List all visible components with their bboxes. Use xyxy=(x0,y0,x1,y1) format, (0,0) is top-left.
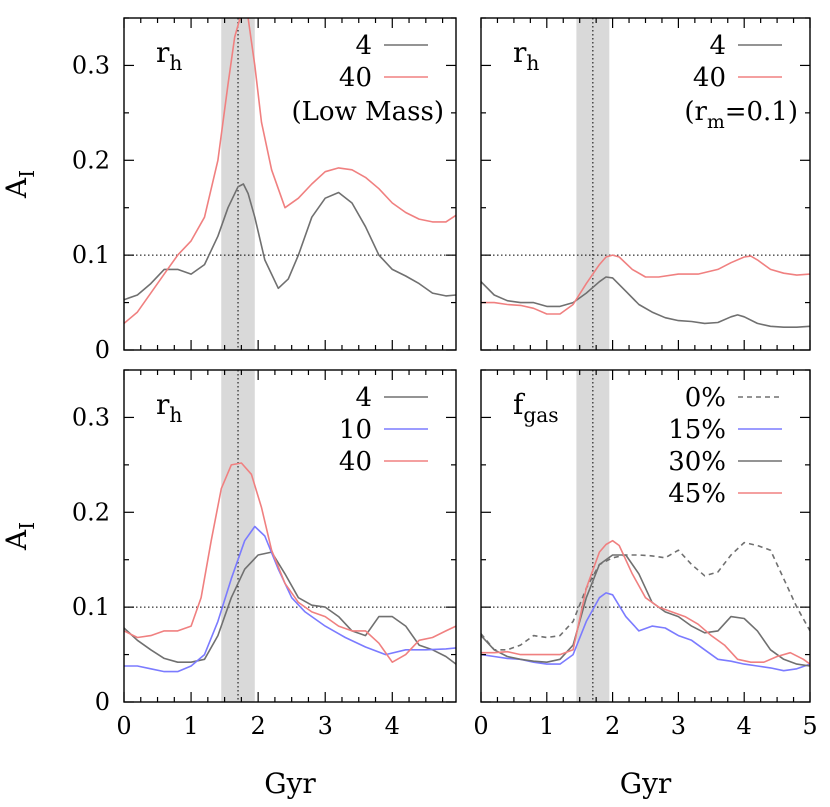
shaded-band xyxy=(576,370,610,702)
legend: 440 xyxy=(693,31,782,93)
panel-4: 0 1 2 3 4 5 Gyr fgas 0%15%30%45% xyxy=(473,369,818,800)
panel-label: fgas xyxy=(513,388,559,427)
panel-label: rh xyxy=(156,36,182,75)
panel-annotation: (Low Mass) xyxy=(291,97,444,127)
legend-label: 40 xyxy=(339,63,372,93)
series-line-40 xyxy=(481,254,810,315)
series-line-0pct xyxy=(481,541,810,651)
series-line-40 xyxy=(124,462,456,663)
series-line-10 xyxy=(124,525,456,673)
shaded-band xyxy=(221,18,255,350)
shaded-band xyxy=(221,370,255,702)
shaded-band xyxy=(576,18,610,350)
legend-label: 45% xyxy=(668,479,726,509)
x-tick-label: 1 xyxy=(539,712,554,740)
series-group xyxy=(481,254,810,328)
x-axis-title: Gyr xyxy=(264,767,316,800)
y-axis-title: AI xyxy=(0,522,39,551)
panel-annotation: (rm=0.1) xyxy=(684,97,798,133)
series-line-15pct xyxy=(481,592,810,672)
legend-label: 40 xyxy=(693,63,726,93)
series-group xyxy=(481,539,810,672)
series-line-40 xyxy=(124,18,456,325)
panel-2: rh 440 (rm=0.1) xyxy=(480,17,811,351)
legend-label: 15% xyxy=(668,415,726,445)
legend-label: 4 xyxy=(709,31,726,61)
panel-label: rh xyxy=(156,388,182,427)
x-tick-label: 1 xyxy=(183,712,198,740)
y-tick-label: 0.1 xyxy=(72,593,110,621)
series-group xyxy=(124,462,456,673)
y-axis-title: AI xyxy=(0,170,39,199)
x-axis-title: Gyr xyxy=(620,767,672,800)
y-tick-label: 0 xyxy=(95,688,110,716)
x-tick-label: 0 xyxy=(473,712,488,740)
legend-label: 40 xyxy=(339,447,372,477)
y-tick-label: 0.1 xyxy=(72,241,110,269)
y-tick-label: 0.2 xyxy=(72,146,110,174)
x-tick-label: 3 xyxy=(671,712,686,740)
series-line-4 xyxy=(481,276,810,328)
x-tick-label: 2 xyxy=(251,712,266,740)
legend: 440 xyxy=(339,31,428,93)
y-tick-label: 0.2 xyxy=(72,498,110,526)
panel-label: rh xyxy=(513,36,539,75)
y-tick-label: 0 xyxy=(95,336,110,364)
legend-label: 4 xyxy=(355,31,372,61)
legend-label: 10 xyxy=(339,415,372,445)
legend-label: 4 xyxy=(355,383,372,413)
x-tick-label: 4 xyxy=(737,712,752,740)
x-tick-label: 5 xyxy=(802,712,817,740)
x-tick-label: 4 xyxy=(385,712,400,740)
plot-frame xyxy=(123,369,457,703)
legend-label: 30% xyxy=(668,447,726,477)
x-tick-label: 0 xyxy=(116,712,131,740)
y-tick-label: 0.3 xyxy=(72,51,110,79)
series-line-30pct xyxy=(481,554,810,667)
x-tick-label: 2 xyxy=(605,712,620,740)
legend: 0%15%30%45% xyxy=(668,383,782,509)
y-tick-label: 0.3 xyxy=(72,403,110,431)
legend-label: 0% xyxy=(685,383,726,413)
series-group xyxy=(124,18,456,325)
x-tick-label: 3 xyxy=(318,712,333,740)
series-line-4 xyxy=(124,551,456,665)
plot-frame xyxy=(123,17,457,351)
panel-1: 0 0.1 0.2 0.3 AI rh 440 (Low Mass) xyxy=(0,17,457,364)
series-line-45pct xyxy=(481,539,810,665)
series-line-4 xyxy=(124,183,456,301)
